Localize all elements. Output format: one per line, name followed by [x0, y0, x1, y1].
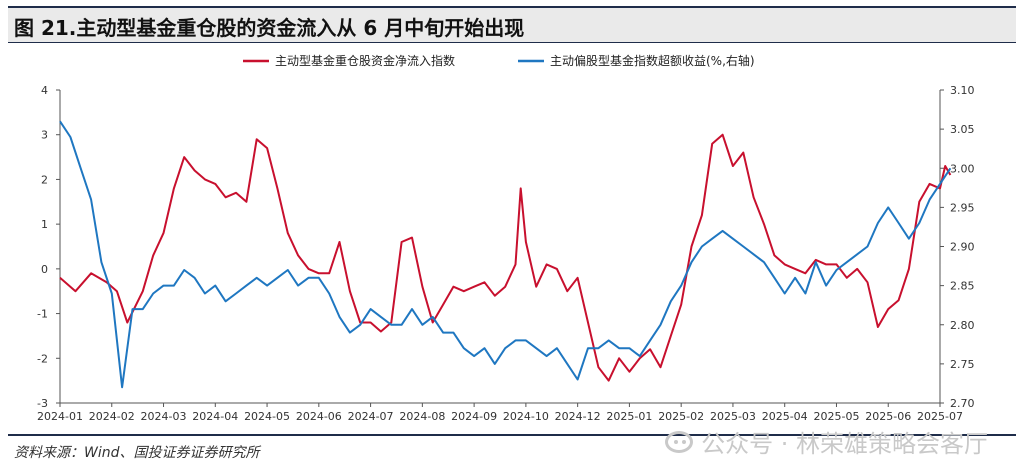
x-tick-label: 2025-05: [813, 410, 859, 423]
y-left-tick-label: -1: [37, 308, 48, 321]
legend-label-excess-return: 主动偏股型基金指数超额收益(%,右轴): [550, 53, 755, 68]
y-left-tick-label: 4: [41, 84, 48, 97]
x-tick-label: 2025-06: [865, 410, 911, 423]
x-tick-label: 2024-06: [296, 410, 342, 423]
x-tick-label: 2025-07: [917, 410, 963, 423]
y-right-tick-label: 2.90: [950, 241, 975, 254]
x-tick-label: 2024-12: [555, 410, 601, 423]
x-tick-label: 2024-07: [348, 410, 394, 423]
x-tick-label: 2025-04: [762, 410, 808, 423]
x-tick-label: 2025-02: [658, 410, 704, 423]
y-right-tick-label: 3.05: [950, 123, 975, 136]
title-bar: 图 21.主动型基金重仓股的资金流入从 6 月中旬开始出现: [8, 6, 1016, 43]
x-tick-label: 2024-05: [244, 410, 290, 423]
x-tick-label: 2024-10: [503, 410, 549, 423]
chart-title: 图 21.主动型基金重仓股的资金流入从 6 月中旬开始出现: [14, 16, 525, 40]
x-tick-label: 2024-09: [451, 410, 497, 423]
x-tick-label: 2024-08: [399, 410, 445, 423]
series-line-fund-inflow: [59, 133, 952, 382]
source-note: 资料来源：Wind、国投证券证券研究所: [14, 445, 260, 461]
y-left-tick-label: -2: [37, 352, 48, 365]
y-left-tick-label: 1: [41, 218, 48, 231]
x-tick-label: 2024-02: [89, 410, 135, 423]
y-right-tick-label: 2.70: [950, 397, 975, 410]
y-left-tick-label: 2: [41, 173, 48, 186]
series-line-excess-return: [59, 120, 952, 389]
y-right-tick-label: 2.80: [950, 319, 975, 332]
x-tick-label: 2025-01: [606, 410, 652, 423]
y-left-tick-label: -3: [37, 397, 48, 410]
watermark: 公众号 · 林荣雄策略会客厅: [665, 424, 988, 459]
y-right-tick-label: 3.10: [950, 84, 975, 97]
x-tick-label: 2024-01: [37, 410, 83, 423]
y-left-tick-label: 3: [41, 129, 48, 142]
x-tick-label: 2024-03: [141, 410, 187, 423]
watermark-text: 公众号 · 林荣雄策略会客厅: [701, 430, 988, 458]
y-left-tick-label: 0: [41, 263, 48, 276]
y-right-tick-label: 2.95: [950, 201, 975, 214]
footer-divider: [8, 434, 1016, 436]
y-right-tick-label: 2.85: [950, 280, 975, 293]
legend-label-fund-inflow: 主动型基金重仓股资金净流入指数: [275, 53, 455, 68]
y-right-tick-label: 3.00: [950, 162, 975, 175]
wechat-icon: [665, 430, 694, 453]
x-tick-label: 2025-03: [710, 410, 756, 423]
x-tick-label: 2024-04: [192, 410, 238, 423]
y-right-tick-label: 2.75: [950, 358, 975, 371]
